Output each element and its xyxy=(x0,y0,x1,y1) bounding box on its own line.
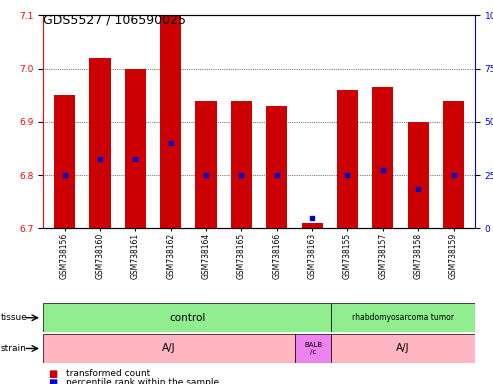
Bar xyxy=(295,334,331,363)
Text: A/J: A/J xyxy=(396,343,410,354)
Bar xyxy=(443,101,464,228)
Bar xyxy=(89,58,110,228)
Bar xyxy=(331,303,475,332)
Bar xyxy=(43,303,331,332)
Bar xyxy=(372,87,393,228)
Bar xyxy=(54,95,75,228)
Bar xyxy=(160,15,181,228)
Text: percentile rank within the sample: percentile rank within the sample xyxy=(66,378,219,384)
Bar xyxy=(302,223,323,228)
Bar xyxy=(331,334,475,363)
Bar xyxy=(125,69,146,228)
Text: tissue: tissue xyxy=(1,313,28,322)
Text: rhabdomyosarcoma tumor: rhabdomyosarcoma tumor xyxy=(352,313,454,322)
Text: A/J: A/J xyxy=(162,343,176,354)
Text: strain: strain xyxy=(1,344,27,353)
Bar xyxy=(195,101,216,228)
Text: GDS5527 / 106590025: GDS5527 / 106590025 xyxy=(43,13,186,26)
Bar xyxy=(408,122,429,228)
Text: BALB
/c: BALB /c xyxy=(304,342,322,355)
Bar xyxy=(43,334,295,363)
Text: control: control xyxy=(169,313,206,323)
Text: transformed count: transformed count xyxy=(66,369,150,377)
Bar xyxy=(231,101,252,228)
Text: ■: ■ xyxy=(48,378,58,384)
Bar xyxy=(266,106,287,228)
Text: ■: ■ xyxy=(48,369,58,379)
Bar xyxy=(337,90,358,228)
